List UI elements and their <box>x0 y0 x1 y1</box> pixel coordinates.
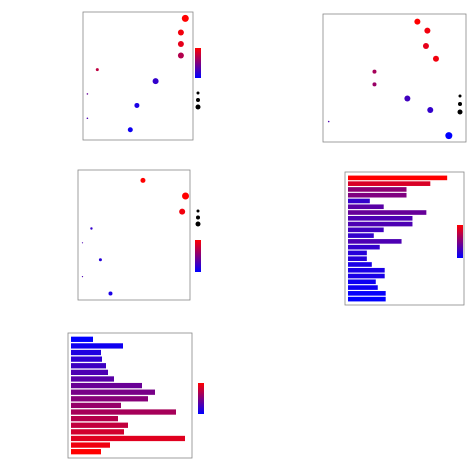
bar <box>348 227 384 233</box>
point <box>182 192 190 200</box>
subplot <box>77 169 201 301</box>
bar <box>348 296 386 302</box>
bar <box>71 415 118 422</box>
subplot <box>344 171 465 306</box>
size-legend-dot <box>196 209 200 213</box>
colorbar <box>198 383 204 414</box>
point <box>177 29 184 36</box>
point <box>152 78 159 85</box>
bar <box>71 422 128 428</box>
point <box>98 258 102 262</box>
axes-frame <box>67 332 193 459</box>
point <box>424 27 431 34</box>
point <box>127 127 133 133</box>
bar <box>348 175 448 181</box>
point <box>432 55 439 62</box>
colorbar <box>457 225 463 258</box>
axes-frame <box>322 13 467 143</box>
point <box>372 82 377 87</box>
bar <box>348 233 374 238</box>
bar <box>71 349 101 356</box>
bar <box>348 215 413 221</box>
bar <box>71 396 148 402</box>
bar <box>71 449 101 455</box>
bar <box>71 442 110 448</box>
bar <box>71 402 121 409</box>
subplot <box>67 332 204 459</box>
point <box>445 132 453 140</box>
bar <box>348 192 407 198</box>
bar <box>348 285 378 290</box>
size-legend-dot <box>195 104 201 110</box>
size-legend-dot <box>196 98 200 102</box>
bar <box>71 429 124 435</box>
point <box>404 95 411 102</box>
point <box>427 107 434 113</box>
bar <box>348 256 367 262</box>
bar <box>348 250 367 256</box>
bar <box>348 244 380 250</box>
bar <box>71 363 106 369</box>
point <box>81 242 84 244</box>
point <box>108 291 113 296</box>
bar <box>71 382 142 389</box>
bar <box>348 187 407 192</box>
bar <box>348 279 376 285</box>
bar <box>348 210 427 215</box>
axes-frame <box>344 171 465 306</box>
bar <box>71 389 155 395</box>
bar <box>348 273 385 279</box>
point <box>86 93 89 95</box>
point <box>81 276 84 278</box>
bar <box>348 239 402 244</box>
point <box>372 69 377 74</box>
size-legend-dot <box>196 91 200 95</box>
point <box>140 177 146 183</box>
point <box>179 208 186 215</box>
axes-frame <box>77 169 191 301</box>
point <box>95 68 99 72</box>
bar <box>71 409 176 415</box>
colorbar <box>195 240 201 272</box>
bar <box>348 204 384 210</box>
bar <box>71 356 102 362</box>
bar <box>348 267 385 273</box>
point <box>134 102 140 108</box>
point <box>177 52 184 59</box>
bar <box>348 262 372 267</box>
bar <box>348 181 431 186</box>
point <box>86 117 89 120</box>
size-legend-dot <box>458 94 462 98</box>
point <box>414 18 421 25</box>
subplot <box>82 11 201 141</box>
size-legend-dot <box>458 102 462 106</box>
point <box>181 14 189 22</box>
point <box>177 41 184 47</box>
subplot <box>322 13 467 143</box>
bar <box>71 435 185 442</box>
bar <box>71 343 123 349</box>
bar <box>348 198 370 204</box>
bar <box>348 291 386 296</box>
size-legend-dot <box>195 221 201 227</box>
bar <box>348 221 413 227</box>
colorbar <box>195 48 201 78</box>
size-legend-dot <box>196 215 200 220</box>
point <box>422 43 429 49</box>
bar <box>71 336 93 342</box>
bar <box>71 369 108 376</box>
point <box>327 120 330 123</box>
size-legend-dot <box>457 109 463 115</box>
axes-frame <box>82 11 194 141</box>
point <box>90 227 93 230</box>
bar <box>71 376 114 382</box>
